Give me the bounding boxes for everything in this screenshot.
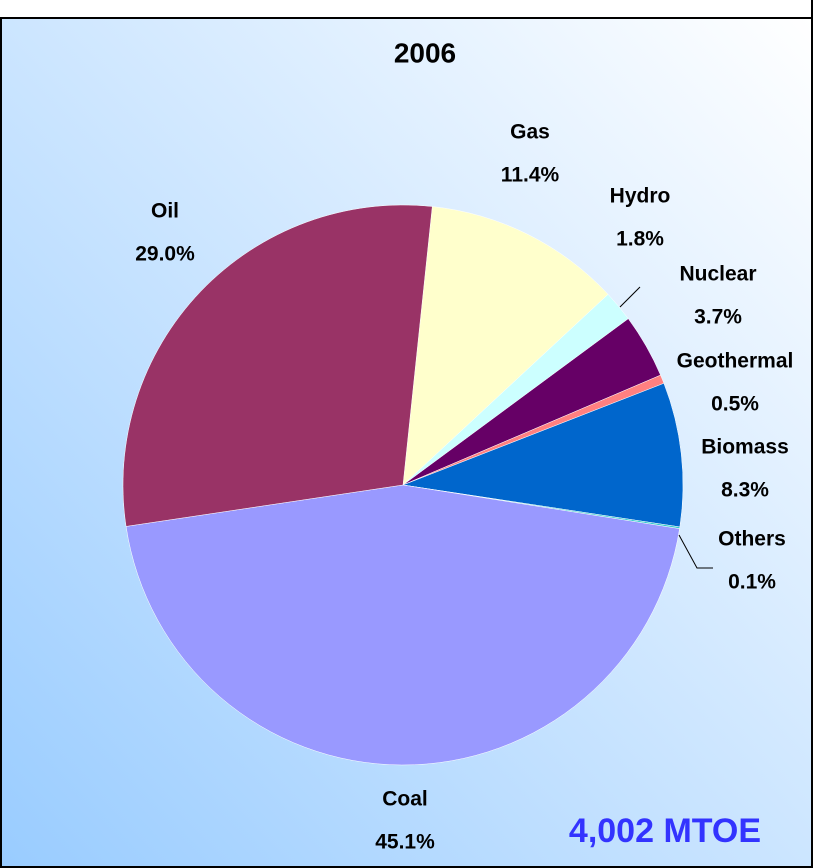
- pie-slice: [122, 204, 433, 527]
- slice-label: Biomass: [701, 436, 789, 459]
- slice-value-label: 45.1%: [375, 831, 435, 854]
- slice-label: Gas: [510, 121, 550, 144]
- pie: [122, 204, 684, 766]
- slice-value-label: 3.7%: [694, 306, 742, 329]
- leader-line: [678, 534, 713, 569]
- slice-value-label: 1.8%: [616, 228, 664, 251]
- slice-label: Nuclear: [679, 263, 756, 286]
- slice-value-label: 8.3%: [721, 479, 769, 502]
- slice-label: Oil: [151, 200, 179, 223]
- pie-slice: [402, 382, 684, 528]
- slice-value-label: 29.0%: [135, 243, 195, 266]
- slice-value-label: 0.1%: [728, 571, 776, 594]
- slice-value-label: 0.5%: [711, 393, 759, 416]
- slice-value-label: 11.4%: [501, 164, 560, 187]
- slice-label: Others: [718, 528, 786, 551]
- annotation: 4,002 MTOE: [569, 812, 761, 850]
- leader-line: [619, 286, 641, 308]
- pie-slice: [402, 206, 609, 486]
- slice-label: Geothermal: [677, 350, 794, 373]
- slice-label: Hydro: [610, 185, 671, 208]
- chart-title: 2006: [394, 37, 456, 68]
- pie-slice: [125, 484, 680, 766]
- slice-label: Coal: [382, 788, 428, 811]
